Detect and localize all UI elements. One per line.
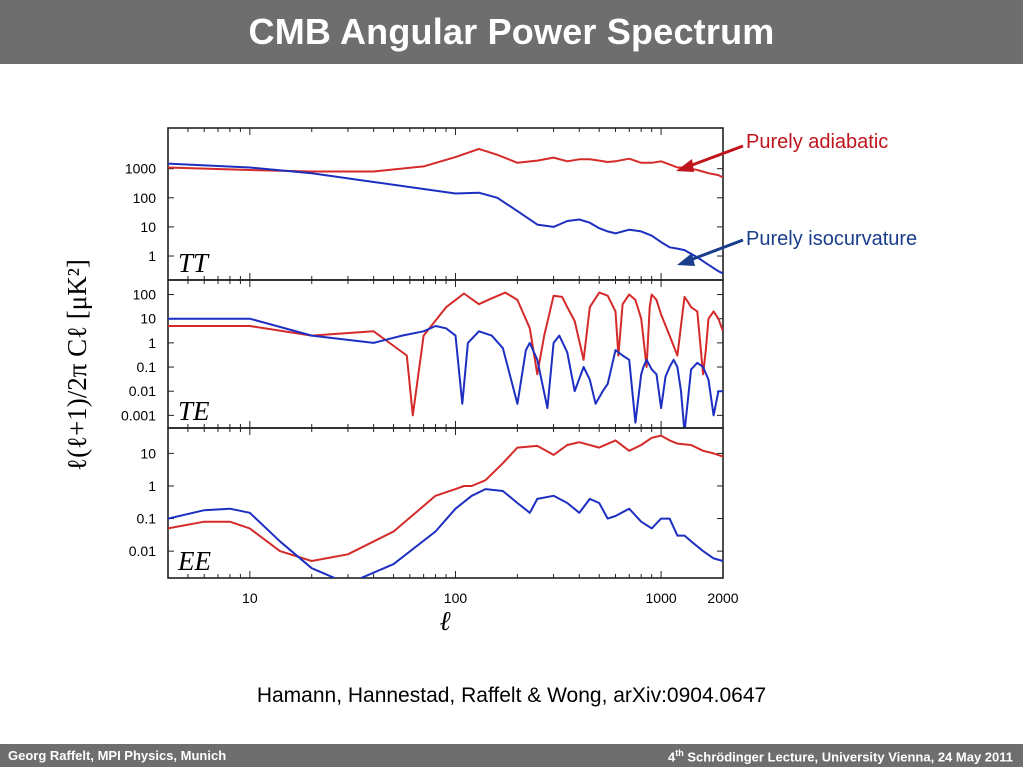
x-tick-label: 100 [444, 590, 468, 606]
y-tick-label: 100 [133, 287, 157, 303]
y-tick-label: 1000 [125, 161, 156, 177]
annotation-isocurvature-label: Purely isocurvature [746, 228, 917, 250]
annotation-isocurvature: Purely isocurvature [677, 228, 917, 266]
slide-title: CMB Angular Power Spectrum [248, 11, 775, 52]
series-line-tt [168, 147, 723, 179]
annotation-adiabatic-label: Purely adiabatic [746, 131, 888, 153]
panel-te: 0.001 0.01 0.1 1 10 100 TE [121, 279, 724, 429]
x-tick-label: 1000 [646, 590, 677, 606]
y-tick-label: 10 [140, 311, 156, 327]
y-tick-label: 0.01 [129, 543, 156, 559]
y-tick-label: 100 [133, 190, 157, 206]
series-line-ee [168, 434, 723, 562]
x-tick-label: 10 [242, 590, 258, 606]
annotation-adiabatic-arrow [683, 144, 744, 170]
panel-frame [167, 127, 724, 281]
annotation-isocurvature-arrow [684, 238, 744, 264]
series-line-te [168, 317, 723, 428]
y-tick-label: 0.1 [137, 359, 157, 375]
y-tick-label: 1 [148, 335, 156, 351]
y-tick-label: 0.001 [121, 407, 156, 423]
annotation-isocurvature-arrowhead [677, 253, 695, 266]
panel-label: EE [177, 546, 211, 576]
y-tick-label: 10 [140, 219, 156, 235]
title-bar: CMB Angular Power Spectrum [0, 0, 1023, 64]
panel-frame [167, 279, 724, 429]
footer-event-ordinal: th [675, 748, 684, 758]
panel-label: TE [178, 396, 210, 426]
citation: Hamann, Hannestad, Raffelt & Wong, arXiv… [256, 684, 767, 707]
y-tick-label: 0.01 [129, 383, 156, 399]
annotation-adiabatic-arrowhead [676, 159, 694, 172]
y-tick-label: 1 [148, 248, 156, 264]
panel-ee: 0.01 0.1 1 10 EE [129, 427, 724, 579]
y-tick-label: 1 [148, 478, 156, 494]
y-tick-label: 0.1 [137, 511, 157, 527]
x-axis-label: ℓ [439, 606, 451, 636]
x-tick-label: 2000 [707, 590, 738, 606]
y-axis-label: ℓ(ℓ+1)/2π Cℓ [μK²] [62, 259, 92, 471]
footer-event-number: 4 [668, 749, 676, 765]
footer-event: 4th Schrödinger Lecture, University Vien… [668, 748, 1013, 764]
cmb-chart: 1 10 100 1000 TT 0.001 0.01 0.1 1 10 100 TE 0.01 0.1 1… [62, 127, 917, 636]
series-line-tt [168, 162, 723, 275]
x-axis: 10 100 1000 2000 [242, 590, 739, 606]
footer-bar: Georg Raffelt, MPI Physics, Munich 4th S… [0, 744, 1023, 767]
series-line-te [168, 291, 723, 417]
y-tick-label: 10 [140, 445, 156, 461]
series-line-ee [168, 488, 723, 578]
footer-author: Georg Raffelt, MPI Physics, Munich [8, 748, 227, 763]
panel-label: TT [178, 248, 210, 278]
footer-event-text: Schrödinger Lecture, University Vienna, … [683, 749, 1013, 765]
panel-tt: 1 10 100 1000 TT [125, 127, 724, 281]
panel-frame [167, 427, 724, 579]
annotation-adiabatic: Purely adiabatic [676, 131, 888, 172]
chart-panels: 1 10 100 1000 TT 0.001 0.01 0.1 1 10 100 TE 0.01 0.1 1… [121, 127, 724, 579]
